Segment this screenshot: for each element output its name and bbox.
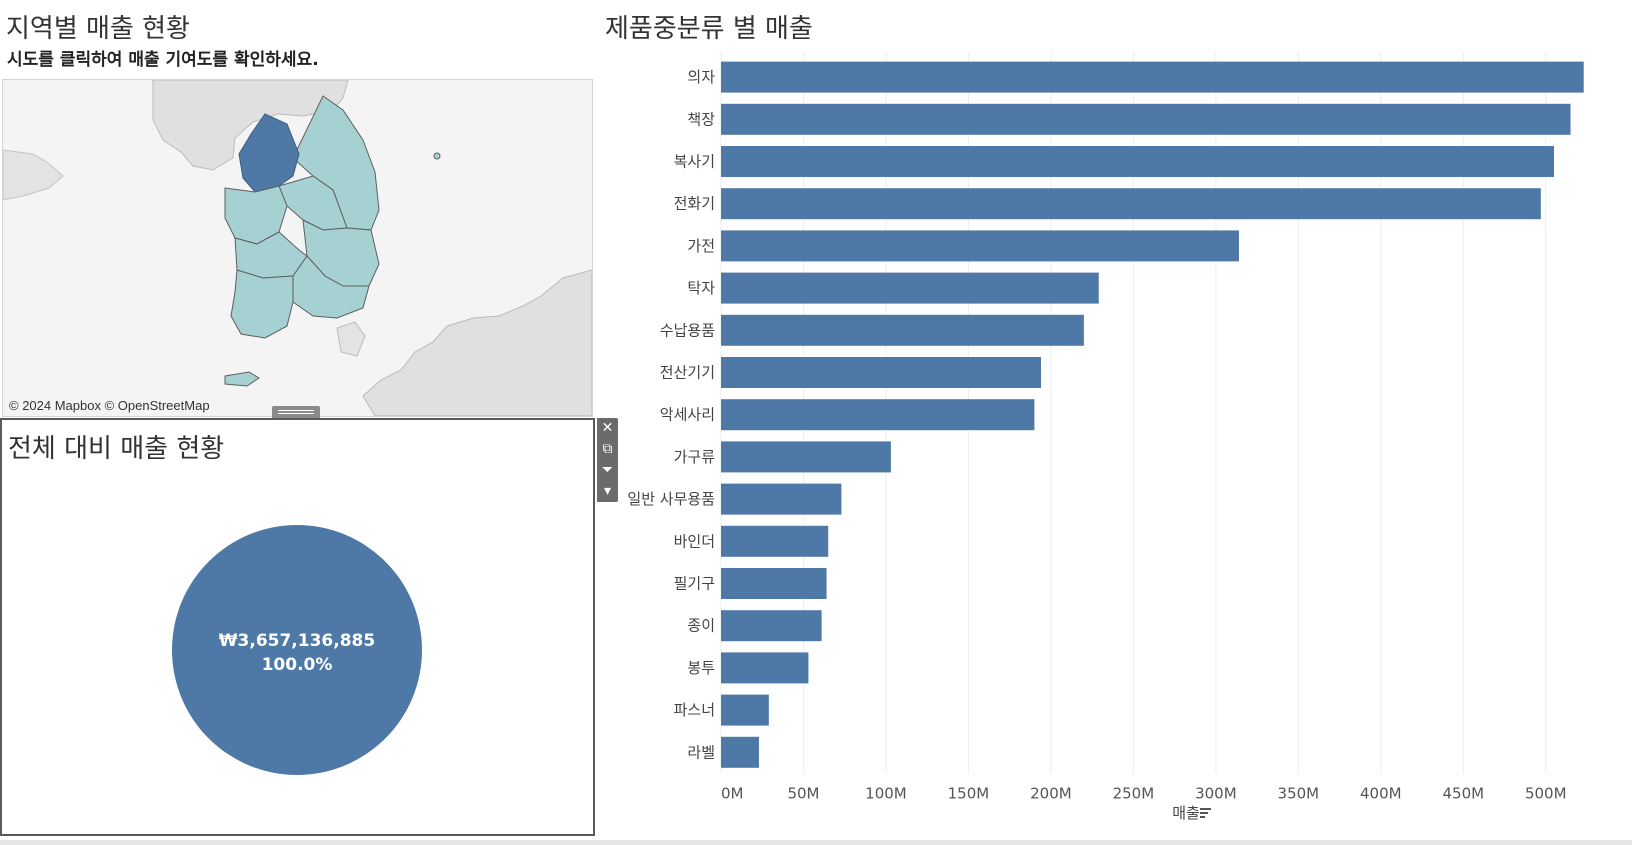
category-label[interactable]: 수납용품 <box>660 321 715 339</box>
pie-canvas: ₩3,657,136,885 100.0% <box>172 525 422 775</box>
bar-10[interactable] <box>721 483 842 515</box>
category-label[interactable]: 일반 사무용품 <box>627 490 715 508</box>
pie-title: 전체 대비 매출 현황 <box>8 434 225 464</box>
category-label[interactable]: 봉투 <box>687 659 715 677</box>
category-label[interactable]: 바인더 <box>674 532 715 550</box>
region-map[interactable]: © 2024 Mapbox © OpenStreetMap <box>2 79 593 417</box>
bar-2[interactable] <box>721 146 1555 177</box>
bar-13[interactable] <box>721 610 822 642</box>
region-ulleung[interactable] <box>433 152 441 160</box>
bar-7[interactable] <box>721 357 1042 388</box>
worksheet-toolbar: ✕ ⧉ ⏷ ▾ <box>597 418 618 502</box>
panel-resize-handle[interactable] <box>272 406 320 418</box>
bar-0[interactable] <box>721 61 1584 93</box>
bars-layer <box>721 61 1584 768</box>
category-label[interactable]: 악세사리 <box>660 406 715 424</box>
bar-4[interactable] <box>721 230 1239 262</box>
x-tick-label: 200M <box>1030 784 1072 802</box>
bar-5[interactable] <box>721 272 1099 304</box>
x-tick-label: 0M <box>721 784 744 802</box>
dropdown-icon[interactable]: ▾ <box>603 483 612 499</box>
popout-icon[interactable]: ⧉ <box>602 441 613 457</box>
close-icon[interactable]: ✕ <box>601 420 614 436</box>
x-tick-label: 500M <box>1525 784 1567 802</box>
pie-amount-label: ₩3,657,136,885 <box>219 631 375 651</box>
bar-8[interactable] <box>721 399 1035 431</box>
bar-1[interactable] <box>721 103 1571 135</box>
x-tick-label: 250M <box>1113 784 1155 802</box>
x-tick-label: 150M <box>948 784 990 802</box>
category-label[interactable]: 필기구 <box>674 575 715 593</box>
bar-9[interactable] <box>721 441 891 473</box>
category-label[interactable]: 책장 <box>687 110 715 128</box>
x-axis-ticks: 0M 50M 100M 150M 200M 250M 300M 350M 400M 450M 500… <box>721 784 1567 802</box>
land-japan <box>362 269 592 416</box>
sort-icon[interactable] <box>1200 808 1211 818</box>
category-label[interactable]: 의자 <box>687 68 715 86</box>
region-jeonnam[interactable] <box>230 269 294 339</box>
map-subtitle: 시도를 클릭하여 매출 기여도를 확인하세요. <box>7 50 319 70</box>
pie-slice-total[interactable] <box>172 525 422 775</box>
category-label[interactable]: 라벨 <box>687 743 715 761</box>
x-tick-label: 450M <box>1443 784 1485 802</box>
filter-icon[interactable]: ⏷ <box>601 462 614 478</box>
category-label[interactable]: 전산기기 <box>660 364 715 382</box>
region-gyeonggi-selected[interactable] <box>238 113 300 193</box>
x-tick-label: 400M <box>1360 784 1402 802</box>
category-label[interactable]: 종이 <box>687 617 715 635</box>
map-canvas[interactable] <box>3 80 592 416</box>
category-label[interactable]: 가전 <box>687 237 715 255</box>
footer-rule <box>0 840 1632 845</box>
map-attribution: © 2024 Mapbox © OpenStreetMap <box>9 398 210 413</box>
land-north <box>152 80 349 171</box>
bar-11[interactable] <box>721 525 829 557</box>
region-gyeongnam[interactable] <box>292 255 370 319</box>
bar-6[interactable] <box>721 314 1084 346</box>
x-tick-label: 100M <box>865 784 907 802</box>
region-jeju[interactable] <box>224 371 260 387</box>
bar-15[interactable] <box>721 694 769 726</box>
bar-16[interactable] <box>721 736 759 768</box>
category-label[interactable]: 탁자 <box>687 279 715 297</box>
map-title: 지역별 매출 현황 <box>6 14 190 44</box>
pie-panel[interactable]: 전체 대비 매출 현황 ₩3,657,136,885 100.0% <box>0 418 595 836</box>
category-label[interactable]: 가구류 <box>674 448 716 466</box>
category-label[interactable]: 파스너 <box>674 701 715 719</box>
land-japan-island <box>336 321 366 357</box>
pie-percent-label: 100.0% <box>262 655 333 675</box>
land-china <box>3 149 64 201</box>
bar-chart-title: 제품중분류 별 매출 <box>605 14 813 44</box>
x-tick-label: 300M <box>1195 784 1237 802</box>
x-axis-title: 매출 <box>1172 804 1200 822</box>
category-label[interactable]: 전화기 <box>674 195 715 213</box>
x-tick-label: 350M <box>1278 784 1320 802</box>
bar-14[interactable] <box>721 652 809 684</box>
category-label[interactable]: 복사기 <box>674 153 715 171</box>
x-tick-label: 50M <box>787 784 819 802</box>
bar-12[interactable] <box>721 568 827 599</box>
bar-3[interactable] <box>721 188 1541 220</box>
